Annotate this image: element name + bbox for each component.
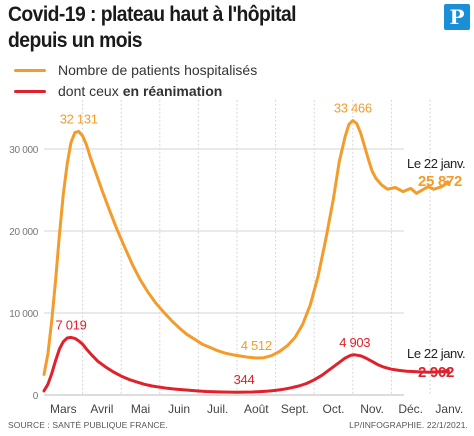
x-tick-label-10: Janv. [435,402,463,416]
legend-item-hospitalised: Nombre de patients hospitalisés [14,60,257,80]
series-line-hospitalised [42,119,449,376]
x-tick-label-8: Nov. [360,402,384,416]
x-tick-label-2: Mai [131,402,150,416]
x-tick-label-9: Déc. [398,402,423,416]
legend-label-hospitalised: Nombre de patients hospitalisés [58,62,258,78]
data-label-hospitalised-1: 4 512 [241,338,272,353]
end-date-icu: Le 22 janv. [407,346,465,361]
y-tick-label-10000: 10 000 [9,309,39,320]
end-date-hospitalised: Le 22 janv. [407,156,465,171]
legend-swatch-icu [14,89,46,93]
x-tick-label-3: Juin [168,402,190,416]
y-tick-label-30000: 30 000 [9,145,39,156]
data-label-icu-0: 7 019 [55,317,86,332]
x-tick-label-5: Août [244,402,269,416]
x-tick-label-6: Sept. [281,402,309,416]
x-tick-label-7: Oct. [322,402,344,416]
legend-label-icu-bold: en réanimation [122,83,223,99]
title-line-1: Covid-19 : plateau haut à l'hôpital [8,3,297,26]
title-line-2: depuis un mois [8,29,143,52]
le-parisien-logo: P [444,4,470,30]
legend-label-icu-prefix: dont ceux [58,83,119,99]
end-point-hospitalised [444,180,450,186]
data-label-hospitalised-0: 32 131 [60,112,98,127]
legend-swatch-hospitalised [14,68,46,72]
data-label-icu-1: 344 [234,372,255,387]
data-label-icu-2: 4 903 [339,335,370,350]
x-tick-label-0: Mars [50,402,77,416]
end-value-hospitalised: 25 872 [418,173,462,190]
end-value-icu: 2 902 [418,364,454,381]
y-tick-label-0: 0 [33,391,39,402]
y-tick-label-20000: 20 000 [9,227,39,238]
x-tick-label-1: Avril [90,402,113,416]
legend-item-icu: dont ceux en réanimation [14,81,222,101]
end-point-icu [444,368,450,374]
footer-source: SOURCE : SANTÉ PUBLIQUE FRANCE. [8,420,168,430]
footer-credit: LP/INFOGRAPHIE. 22/1/2021. [349,420,468,430]
series-line-icu [42,335,449,394]
data-label-hospitalised-2: 33 466 [334,101,372,116]
chart-title: Covid-19 : plateau haut à l'hôpital depu… [8,2,394,54]
x-tick-label-4: Juil. [207,402,228,416]
logo-letter: P [449,5,465,29]
